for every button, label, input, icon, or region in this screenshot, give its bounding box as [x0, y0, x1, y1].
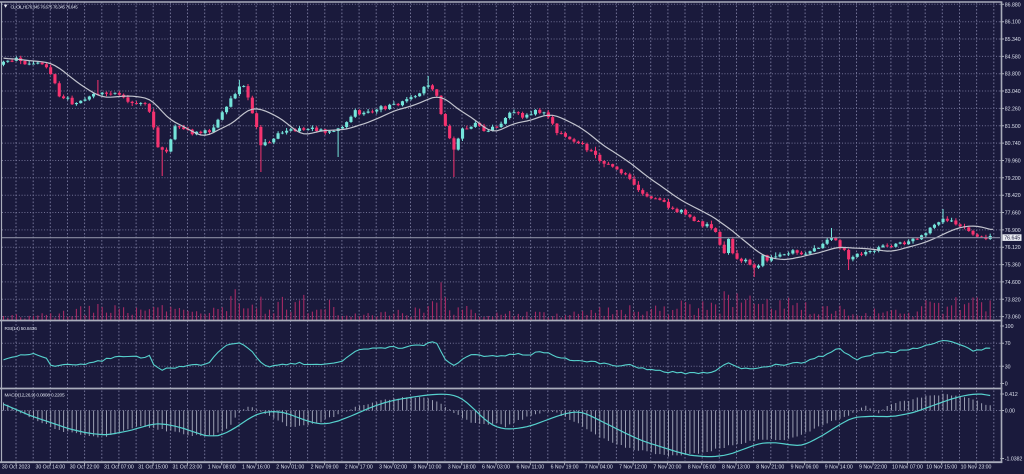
svg-text:7 Nov 12:00: 7 Nov 12:00: [619, 465, 647, 471]
svg-text:75.360: 75.360: [1005, 263, 1021, 269]
svg-text:9 Nov 14:00: 9 Nov 14:00: [825, 465, 853, 471]
svg-text:76.120: 76.120: [1005, 245, 1021, 251]
svg-text:9 Nov 22:00: 9 Nov 22:00: [859, 465, 887, 471]
svg-text:74.600: 74.600: [1005, 280, 1021, 286]
svg-text:30 Oct 2023: 30 Oct 2023: [2, 465, 30, 471]
svg-text:2 Nov 09:00: 2 Nov 09:00: [311, 465, 339, 471]
svg-text:6 Nov 19:00: 6 Nov 19:00: [551, 465, 579, 471]
svg-text:10 Nov 23:00: 10 Nov 23:00: [961, 465, 992, 471]
svg-text:70: 70: [1005, 341, 1011, 347]
svg-text:2 Nov 01:00: 2 Nov 01:00: [276, 465, 304, 471]
svg-text:1 Nov 08:00: 1 Nov 08:00: [208, 465, 236, 471]
svg-text:6 Nov 03:00: 6 Nov 03:00: [482, 465, 510, 471]
svg-text:76.345 76.675 76.345 76.645: 76.345 76.675 76.345 76.645: [28, 5, 79, 10]
svg-text:-1.0382: -1.0382: [1005, 457, 1023, 463]
svg-text:73.820: 73.820: [1005, 297, 1021, 303]
svg-text:30: 30: [1005, 364, 1011, 370]
svg-text:100: 100: [1005, 324, 1014, 330]
svg-text:6 Nov 11:00: 6 Nov 11:00: [517, 465, 545, 471]
svg-text:84.580: 84.580: [1005, 54, 1021, 60]
svg-text:83.040: 83.040: [1005, 89, 1021, 95]
svg-text:31 Oct 15:00: 31 Oct 15:00: [138, 465, 168, 471]
svg-text:73.060: 73.060: [1005, 315, 1021, 321]
svg-text:RSI(14) 50.8436: RSI(14) 50.8436: [5, 326, 38, 332]
svg-text:10 Nov 15:00: 10 Nov 15:00: [926, 465, 957, 471]
svg-text:31 Oct 07:00: 31 Oct 07:00: [104, 465, 134, 471]
svg-text:77.660: 77.660: [1005, 211, 1021, 217]
svg-text:82.260: 82.260: [1005, 106, 1021, 112]
svg-text:0.412: 0.412: [1005, 392, 1018, 398]
svg-text:8 Nov 05:00: 8 Nov 05:00: [688, 465, 716, 471]
svg-text:86.880: 86.880: [1005, 2, 1021, 8]
svg-text:78.420: 78.420: [1005, 193, 1021, 199]
svg-text:8 Nov 21:00: 8 Nov 21:00: [756, 465, 784, 471]
svg-text:2 Nov 17:00: 2 Nov 17:00: [345, 465, 373, 471]
svg-text:0.00: 0.00: [1005, 409, 1015, 415]
svg-text:30 Oct 14:00: 30 Oct 14:00: [35, 465, 65, 471]
svg-text:7 Nov 04:00: 7 Nov 04:00: [585, 465, 613, 471]
svg-text:83.800: 83.800: [1005, 72, 1021, 78]
svg-text:9 Nov 06:00: 9 Nov 06:00: [791, 465, 819, 471]
svg-text:30 Oct 22:00: 30 Oct 22:00: [70, 465, 100, 471]
svg-text:85.340: 85.340: [1005, 37, 1021, 43]
svg-text:0: 0: [1005, 382, 1008, 388]
svg-text:3 Nov 18:00: 3 Nov 18:00: [448, 465, 476, 471]
svg-text:31 Oct 23:00: 31 Oct 23:00: [173, 465, 203, 471]
svg-text:CL-OIL,H1: CL-OIL,H1: [11, 5, 29, 10]
svg-text:3 Nov 02:00: 3 Nov 02:00: [379, 465, 407, 471]
svg-text:1 Nov 16:00: 1 Nov 16:00: [242, 465, 270, 471]
svg-text:81.500: 81.500: [1005, 124, 1021, 130]
svg-text:8 Nov 13:00: 8 Nov 13:00: [722, 465, 750, 471]
svg-text:80.740: 80.740: [1005, 141, 1021, 147]
svg-text:76.645: 76.645: [1004, 236, 1020, 242]
svg-text:10 Nov 07:00: 10 Nov 07:00: [892, 465, 923, 471]
svg-text:3 Nov 10:00: 3 Nov 10:00: [413, 465, 441, 471]
svg-text:86.100: 86.100: [1005, 20, 1021, 26]
svg-text:79.960: 79.960: [1005, 159, 1021, 165]
svg-text:MACD(12,26,9) 0.0808 0.2205: MACD(12,26,9) 0.0808 0.2205: [5, 393, 65, 399]
svg-text:79.200: 79.200: [1005, 176, 1021, 182]
svg-text:76.900: 76.900: [1005, 228, 1021, 234]
svg-text:7 Nov 20:00: 7 Nov 20:00: [653, 465, 681, 471]
